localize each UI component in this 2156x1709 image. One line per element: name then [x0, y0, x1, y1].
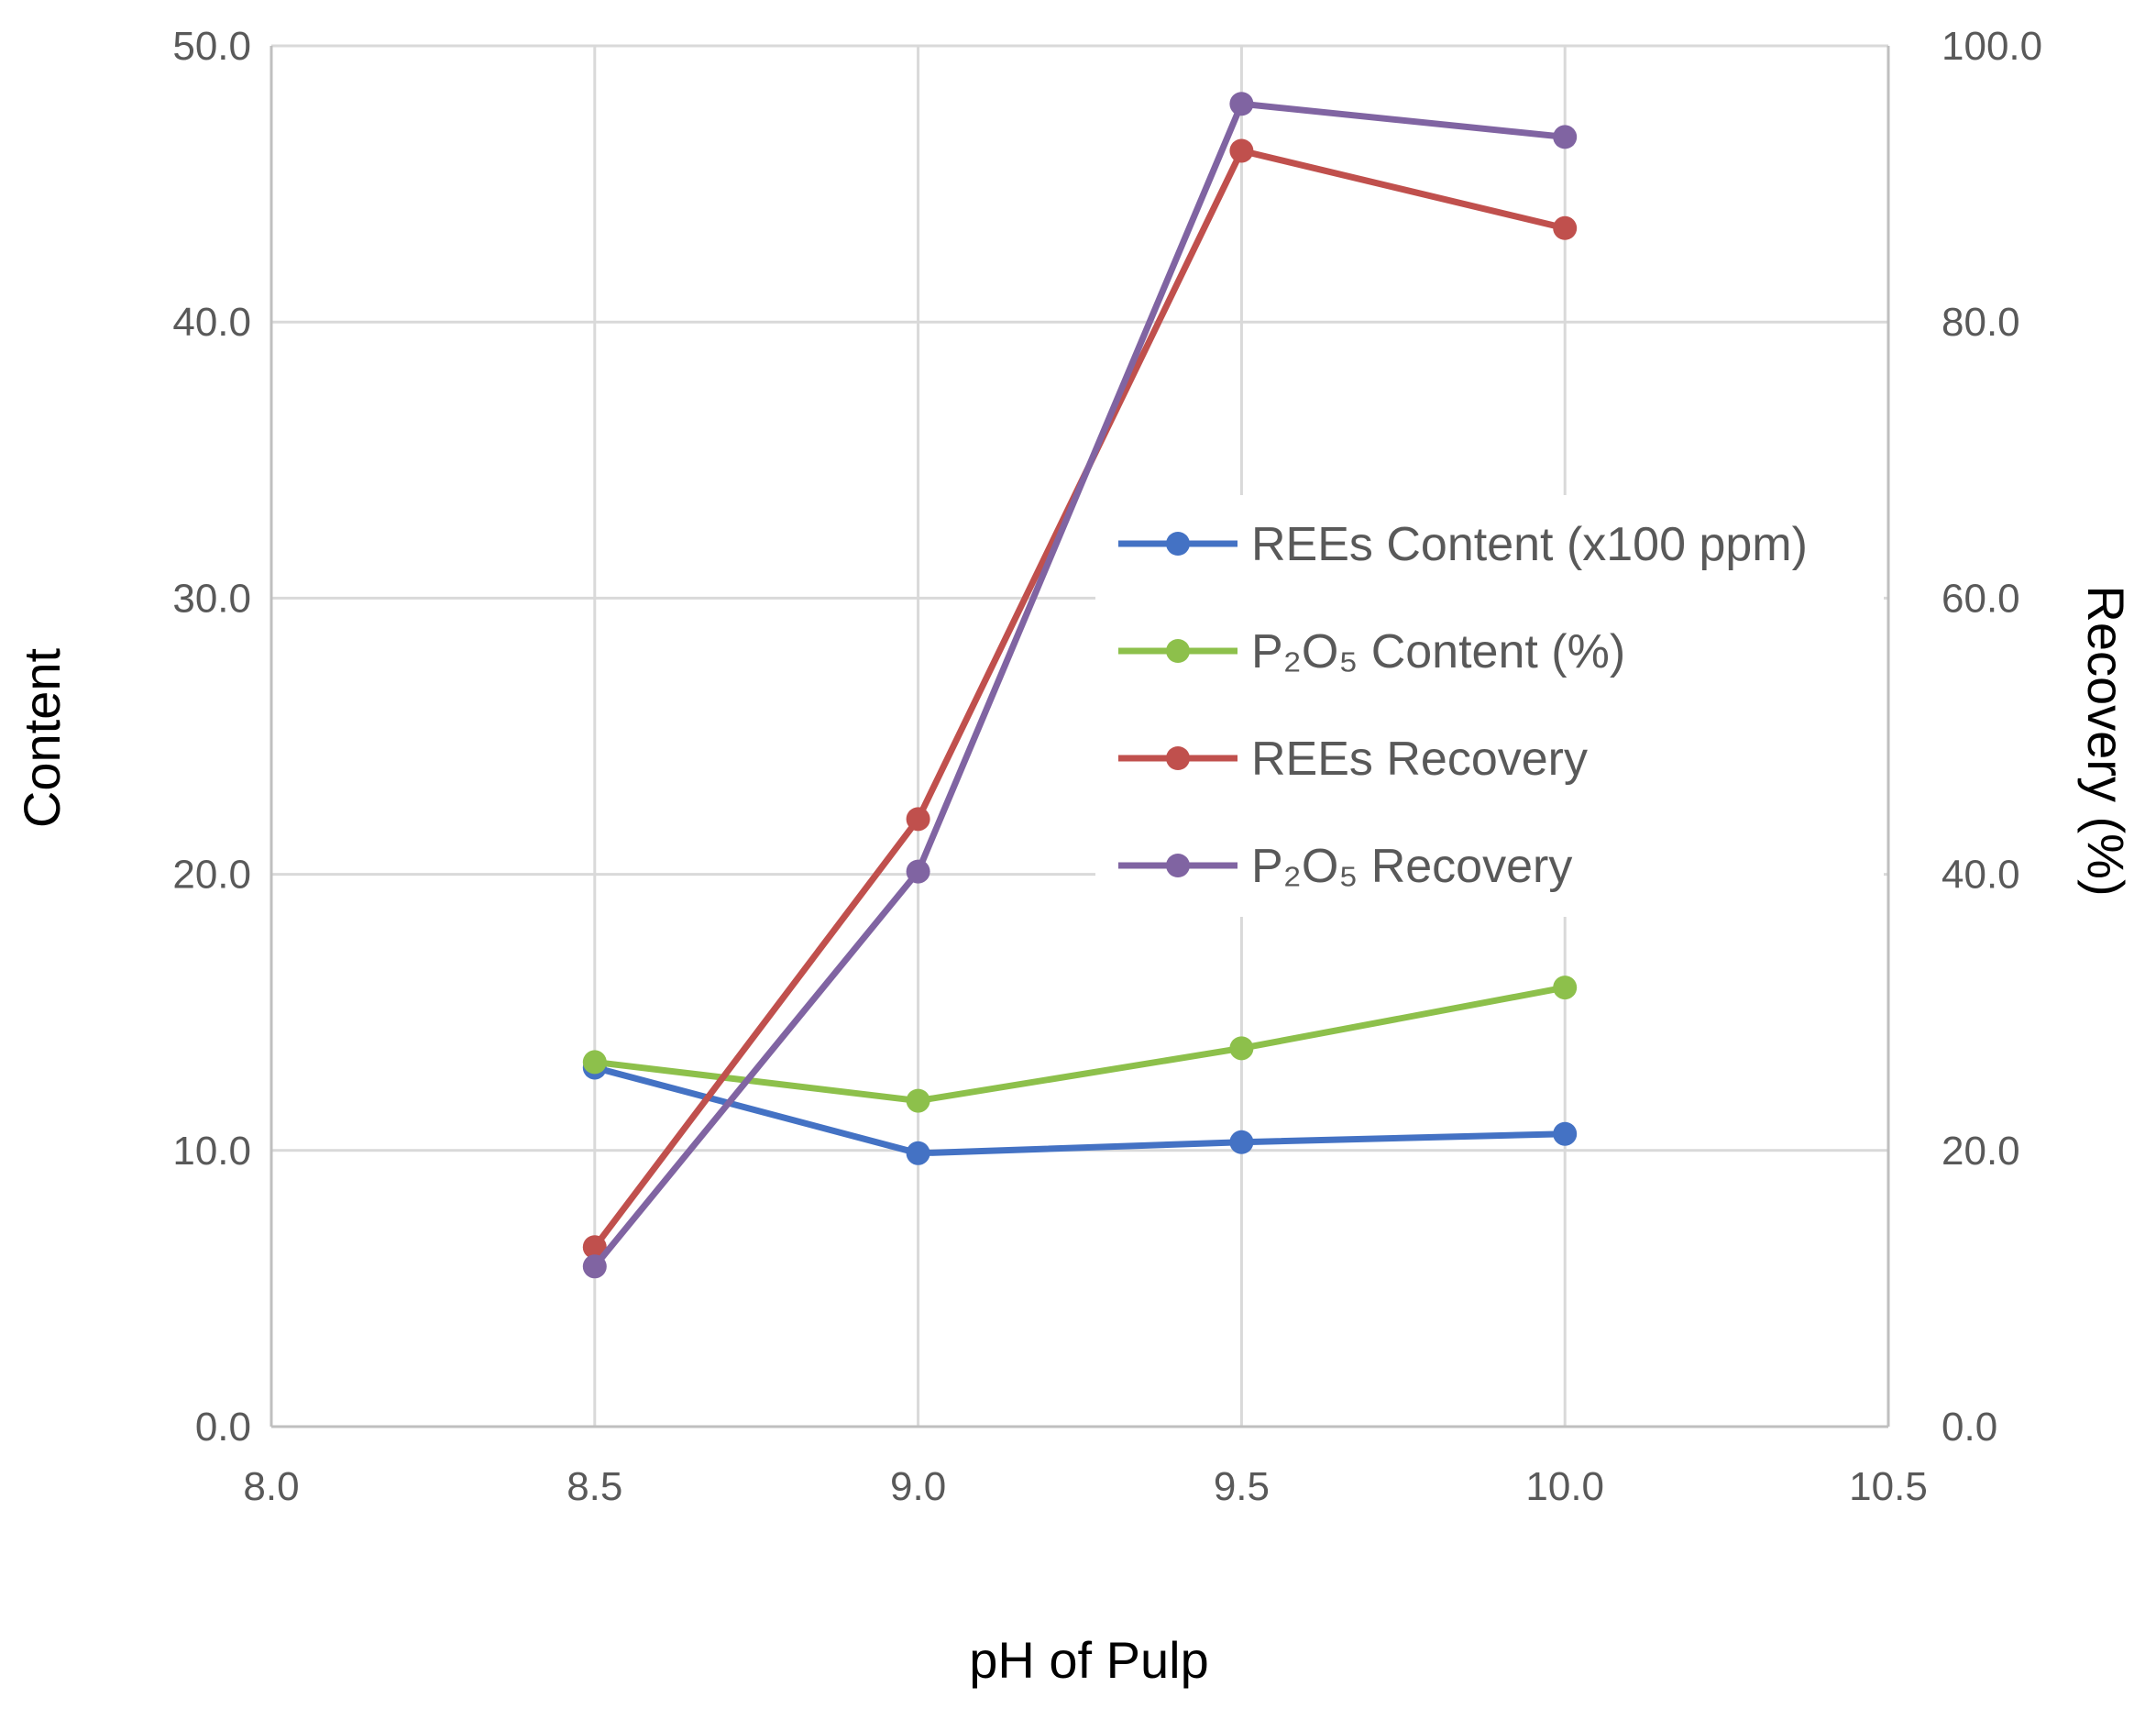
series-line-3	[592, 100, 1566, 1269]
x-axis-title: pH of Pulp	[969, 1631, 1209, 1689]
legend-swatch-marker	[1166, 854, 1190, 877]
data-point	[582, 1050, 607, 1075]
y2-tick-label: 40.0	[1942, 853, 2020, 898]
legend-box	[1095, 495, 1884, 917]
y2-tick-label: 0.0	[1942, 1405, 1997, 1450]
x-tick-label: 8.0	[243, 1464, 299, 1509]
data-point	[1229, 92, 1254, 116]
data-point	[1553, 976, 1578, 1000]
data-point	[582, 1254, 607, 1279]
x-tick-label: 8.5	[566, 1464, 622, 1509]
y-tick-label: 30.0	[172, 576, 251, 621]
y-tick-label: 10.0	[172, 1129, 251, 1174]
data-point	[906, 807, 930, 832]
x-tick-label: 10.0	[1525, 1464, 1604, 1509]
y2-tick-label: 60.0	[1942, 576, 2020, 621]
x-tick-label: 10.5	[1849, 1464, 1928, 1509]
y-tick-label: 40.0	[172, 300, 251, 345]
legend-entry: REEs Recovery	[1251, 733, 1588, 786]
y2-tick-label: 20.0	[1942, 1129, 2020, 1174]
data-point	[906, 1088, 930, 1113]
legend-entry: P₂O₅ Content (%)	[1251, 625, 1625, 678]
legend: REEs Content (x100 ppm) P₂O₅ Content (%) R…	[1095, 495, 1884, 917]
y-tick-label: 20.0	[172, 853, 251, 898]
legend-swatch-marker	[1166, 532, 1190, 556]
x-tick-label: 9.5	[1214, 1464, 1270, 1509]
legend-entry: P₂O₅ Recovery	[1251, 840, 1572, 893]
series-lines	[582, 92, 1578, 1279]
tick-labels: 0.0 10.0 20.0 30.0 40.0 50.0 0.0 20.0 40.0 60.0 80…	[172, 24, 2042, 1509]
axes	[270, 46, 1890, 1428]
y2-tick-label: 100.0	[1942, 24, 2042, 69]
data-point	[1553, 125, 1578, 149]
y-tick-label: 50.0	[172, 24, 251, 69]
y-tick-label: 0.0	[195, 1405, 251, 1450]
data-point	[1553, 1121, 1578, 1146]
data-point	[1229, 1036, 1254, 1061]
x-tick-label: 9.0	[890, 1464, 946, 1509]
y2-axis-title: Recovery (%)	[2077, 585, 2135, 896]
data-point	[906, 859, 930, 884]
legend-entry: REEs Content (x100 ppm)	[1251, 518, 1808, 571]
legend-swatch-marker	[1166, 746, 1190, 770]
data-point	[1553, 215, 1578, 240]
legend-swatch-marker	[1166, 639, 1190, 663]
data-point	[1229, 1130, 1254, 1154]
y-axis-title: Content	[13, 647, 71, 828]
data-point	[582, 1235, 607, 1260]
series-line-1	[594, 984, 1566, 1105]
data-point	[1229, 138, 1254, 163]
y2-tick-label: 80.0	[1942, 300, 2020, 345]
series-line-0	[593, 1064, 1566, 1157]
data-point	[906, 1141, 930, 1165]
